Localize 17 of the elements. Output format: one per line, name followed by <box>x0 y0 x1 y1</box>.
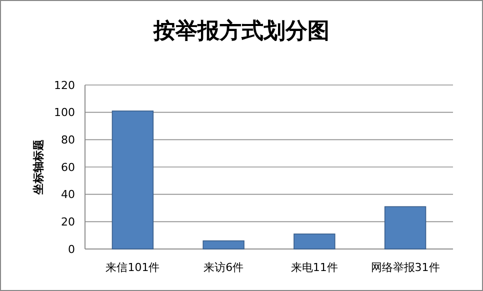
bar <box>202 240 244 250</box>
x-tick-label: 来电11件 <box>290 261 338 274</box>
y-tick-label: 80 <box>61 134 75 147</box>
x-tick-label: 来信101件 <box>106 261 160 274</box>
y-tick-label: 100 <box>54 106 75 120</box>
x-tick-label: 网络举报31件 <box>370 261 440 274</box>
bar <box>294 234 336 250</box>
bar <box>112 110 154 250</box>
y-tick-label: 0 <box>68 242 75 256</box>
y-tick-label: 60 <box>61 160 75 174</box>
y-axis-title: 坐标轴标题 <box>32 140 45 196</box>
chart-title: 按举报方式划分图 <box>152 18 330 44</box>
bar <box>384 206 426 250</box>
y-tick-label: 20 <box>61 216 75 229</box>
y-tick-label: 120 <box>54 78 75 92</box>
y-tick-label: 40 <box>61 188 75 202</box>
x-tick-label: 来访6件 <box>204 261 244 274</box>
